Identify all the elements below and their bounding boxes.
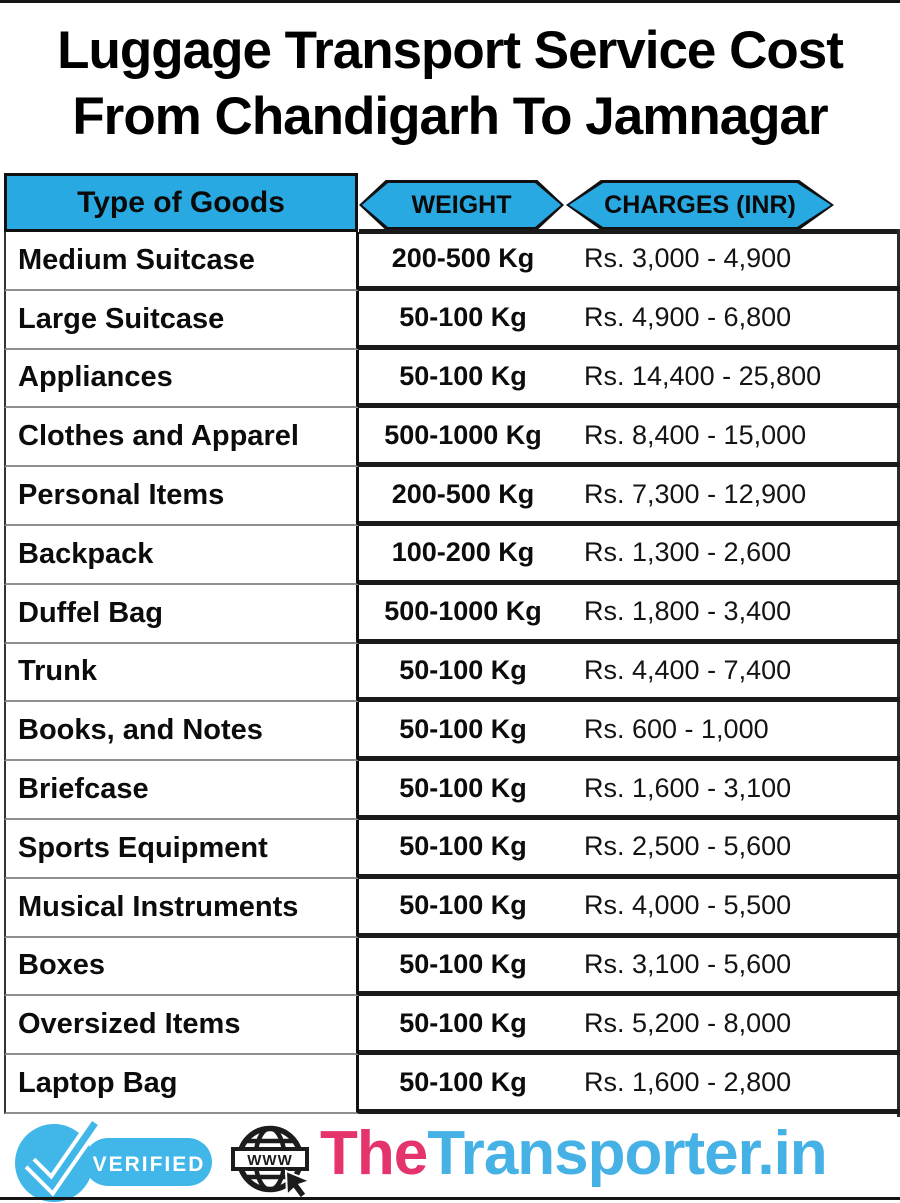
page-title-line2: From Chandigarh To Jamnagar <box>72 86 828 146</box>
weight-cell: 50-100 Kg <box>399 654 527 685</box>
brand-part2: Transporter.in <box>427 1119 827 1188</box>
goods-cell: Medium Suitcase <box>4 232 359 291</box>
weight-cell: 50-100 Kg <box>399 948 527 979</box>
page-title: Luggage Transport Service Cost From Chan… <box>0 18 900 149</box>
table-row: Large Suitcase 50-100 Kg Rs. 4,900 - 6,80… <box>4 290 900 350</box>
charges-cell: Rs. 2,500 - 5,600 <box>584 831 792 862</box>
charges-cell: Rs. 600 - 1,000 <box>584 713 769 744</box>
table-right-border <box>897 229 900 1117</box>
charges-cell: Rs. 8,400 - 15,000 <box>584 419 807 450</box>
verified-badge: VERIFIED <box>15 1118 212 1202</box>
table-row: Musical Instruments 50-100 Kg Rs. 4,000 -… <box>4 878 900 938</box>
weight-cell: 200-500 Kg <box>391 243 535 274</box>
table-row: Laptop Bag 50-100 Kg Rs. 1,600 - 2,800 <box>4 1055 900 1114</box>
charges-cell: Rs. 5,200 - 8,000 <box>584 1007 792 1038</box>
goods-cell: Clothes and Apparel <box>4 408 359 468</box>
check-icon <box>24 1118 102 1197</box>
charges-cell: Rs. 1,300 - 2,600 <box>584 537 792 568</box>
hexagon-fill <box>569 183 831 227</box>
goods-cell: Large Suitcase <box>4 290 359 350</box>
weight-cell: 50-100 Kg <box>399 772 527 803</box>
footer: VERIFIED WWW TheTransporter.in <box>0 1115 900 1202</box>
charges-cell: Rs. 1,800 - 3,400 <box>584 596 792 627</box>
weight-cell: 200-500 Kg <box>391 478 535 509</box>
goods-cell: Musical Instruments <box>4 878 359 938</box>
header-divider-line <box>359 229 900 234</box>
weight-cell: 50-100 Kg <box>399 831 527 862</box>
charges-cell: Rs. 3,000 - 4,900 <box>584 243 792 274</box>
brand-logo: TheTransporter.in <box>320 1118 828 1189</box>
top-border-line <box>0 0 900 3</box>
bottom-border-line <box>0 1197 900 1200</box>
goods-cell: Duffel Bag <box>4 584 359 644</box>
charges-cell: Rs. 7,300 - 12,900 <box>584 478 807 509</box>
hexagon-fill <box>362 183 561 227</box>
table-row: Appliances 50-100 Kg Rs. 14,400 - 25,800 <box>4 349 900 409</box>
goods-cell: Laptop Bag <box>4 1055 359 1114</box>
goods-cell: Backpack <box>4 525 359 585</box>
table-row: Briefcase 50-100 Kg Rs. 1,600 - 3,100 <box>4 761 900 820</box>
weight-header-label: WEIGHT <box>411 190 512 219</box>
column-header-type-of-goods: Type of Goods <box>4 173 358 232</box>
weight-cell: 50-100 Kg <box>399 302 527 333</box>
column-header-weight: WEIGHT <box>359 180 564 230</box>
weight-cell: 100-200 Kg <box>391 537 535 568</box>
brand-part1: The <box>320 1119 428 1188</box>
table-row: Clothes and Apparel 500-1000 Kg Rs. 8,400… <box>4 408 900 468</box>
verified-label: VERIFIED <box>93 1153 206 1176</box>
weight-cell: 500-1000 Kg <box>384 596 542 627</box>
goods-cell: Boxes <box>4 937 359 997</box>
www-globe-icon: WWW <box>231 1125 313 1200</box>
charges-cell: Rs. 3,100 - 5,600 <box>584 948 792 979</box>
globe-www-label: WWW <box>247 1152 292 1169</box>
table-row: Sports Equipment 50-100 Kg Rs. 2,500 - 5,… <box>4 819 900 879</box>
table-row: Duffel Bag 500-1000 Kg Rs. 1,800 - 3,400 <box>4 584 900 644</box>
charges-header-label: CHARGES (INR) <box>604 190 796 219</box>
table-row: Books, and Notes 50-100 Kg Rs. 600 - 1,00… <box>4 702 900 762</box>
table-row: Trunk 50-100 Kg Rs. 4,400 - 7,400 <box>4 643 900 703</box>
table-row: Boxes 50-100 Kg Rs. 3,100 - 5,600 <box>4 937 900 997</box>
charges-cell: Rs. 4,900 - 6,800 <box>584 302 792 333</box>
weight-cell: 50-100 Kg <box>399 1066 527 1097</box>
goods-cell: Appliances <box>4 349 359 409</box>
charges-cell: Rs. 4,000 - 5,500 <box>584 890 792 921</box>
cursor-icon <box>284 1169 313 1200</box>
weight-cell: 50-100 Kg <box>399 713 527 744</box>
charges-cell: Rs. 1,600 - 3,100 <box>584 772 792 803</box>
table-row: Backpack 100-200 Kg Rs. 1,300 - 2,600 <box>4 525 900 585</box>
column-header-charges: CHARGES (INR) <box>566 180 834 230</box>
goods-cell: Oversized Items <box>4 996 359 1056</box>
table-row: Medium Suitcase 200-500 Kg Rs. 3,000 - 4,… <box>4 232 900 291</box>
weight-cell: 50-100 Kg <box>399 890 527 921</box>
weight-cell: 50-100 Kg <box>399 1007 527 1038</box>
goods-cell: Briefcase <box>4 761 359 820</box>
weight-cell: 500-1000 Kg <box>384 419 542 450</box>
goods-cell: Trunk <box>4 643 359 703</box>
table-row: Personal Items 200-500 Kg Rs. 7,300 - 12,… <box>4 467 900 526</box>
charges-cell: Rs. 1,600 - 2,800 <box>584 1066 792 1097</box>
page-title-line1: Luggage Transport Service Cost <box>57 21 844 80</box>
goods-cell: Personal Items <box>4 467 359 526</box>
table-row: Oversized Items 50-100 Kg Rs. 5,200 - 8,0… <box>4 996 900 1056</box>
charges-cell: Rs. 4,400 - 7,400 <box>584 654 792 685</box>
charges-cell: Rs. 14,400 - 25,800 <box>584 360 822 391</box>
weight-cell: 50-100 Kg <box>399 360 527 391</box>
price-table: Medium Suitcase 200-500 Kg Rs. 3,000 - 4,… <box>4 232 900 1114</box>
goods-cell: Books, and Notes <box>4 702 359 762</box>
goods-cell: Sports Equipment <box>4 819 359 879</box>
